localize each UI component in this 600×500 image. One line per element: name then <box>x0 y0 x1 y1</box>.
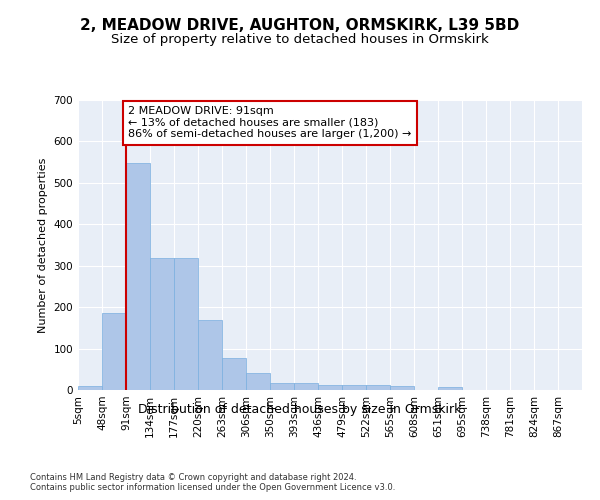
Bar <box>174 258 198 390</box>
Bar <box>222 358 246 390</box>
Bar <box>126 163 150 390</box>
Text: 2, MEADOW DRIVE, AUGHTON, ORMSKIRK, L39 5BD: 2, MEADOW DRIVE, AUGHTON, ORMSKIRK, L39 … <box>80 18 520 32</box>
Text: Contains HM Land Registry data © Crown copyright and database right 2024.: Contains HM Land Registry data © Crown c… <box>30 472 356 482</box>
Text: Contains public sector information licensed under the Open Government Licence v3: Contains public sector information licen… <box>30 484 395 492</box>
Bar <box>246 374 270 390</box>
Text: 2 MEADOW DRIVE: 91sqm
← 13% of detached houses are smaller (183)
86% of semi-det: 2 MEADOW DRIVE: 91sqm ← 13% of detached … <box>128 106 412 140</box>
Bar <box>438 387 462 390</box>
Text: Size of property relative to detached houses in Ormskirk: Size of property relative to detached ho… <box>111 32 489 46</box>
Bar <box>366 385 390 390</box>
Bar <box>102 314 126 390</box>
Bar <box>270 383 294 390</box>
Y-axis label: Number of detached properties: Number of detached properties <box>38 158 48 332</box>
Bar <box>78 386 102 390</box>
Bar <box>318 384 342 390</box>
Bar <box>294 383 318 390</box>
Bar <box>342 385 366 390</box>
Bar <box>198 320 222 390</box>
Bar <box>390 386 414 390</box>
Bar <box>150 258 174 390</box>
Text: Distribution of detached houses by size in Ormskirk: Distribution of detached houses by size … <box>139 402 461 415</box>
